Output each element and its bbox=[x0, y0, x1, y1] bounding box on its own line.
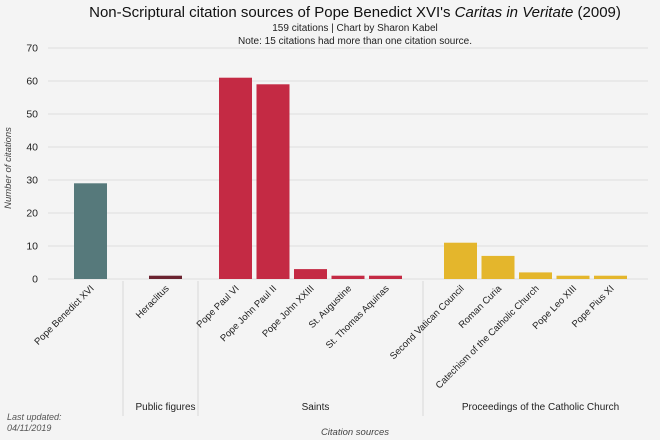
y-tick-label: 50 bbox=[26, 109, 38, 121]
bar bbox=[369, 275, 402, 279]
y-tick-label: 60 bbox=[26, 76, 38, 88]
bar bbox=[256, 84, 290, 279]
y-tick-label: 70 bbox=[26, 43, 38, 55]
x-axis-label: Citation sources bbox=[321, 427, 389, 438]
y-axis-ticks: 0 10 20 30 40 50 60 70 bbox=[26, 43, 38, 286]
category-label: St. Thomas Aquinas bbox=[324, 283, 392, 351]
bar bbox=[481, 255, 515, 279]
bar bbox=[219, 77, 252, 279]
bar bbox=[556, 275, 590, 279]
group-label: Public figures bbox=[135, 402, 195, 413]
last-updated-label: Last updated: bbox=[7, 412, 62, 422]
y-tick-label: 10 bbox=[26, 241, 38, 253]
gridlines bbox=[48, 47, 648, 280]
y-tick-label: 20 bbox=[26, 208, 38, 220]
bar bbox=[294, 269, 327, 279]
bar bbox=[519, 272, 552, 279]
category-label: Heraclitus bbox=[134, 283, 172, 321]
y-tick-label: 0 bbox=[32, 274, 38, 286]
chart-title: Non-Scriptural citation sources of Pope … bbox=[89, 4, 621, 21]
category-label: Second Vatican Council bbox=[388, 283, 467, 362]
bars bbox=[74, 77, 627, 279]
category-label: Pope Benedict XVI bbox=[32, 283, 96, 347]
chart-subtitle: 159 citations | Chart by Sharon Kabel bbox=[272, 23, 437, 34]
bar bbox=[74, 183, 107, 279]
group-label: Saints bbox=[302, 402, 330, 413]
bar bbox=[149, 275, 182, 279]
bar bbox=[331, 275, 365, 279]
bar bbox=[444, 242, 477, 279]
bar bbox=[594, 275, 627, 279]
group-separators bbox=[122, 281, 424, 416]
last-updated-date: 04/11/2019 bbox=[7, 423, 51, 433]
category-labels: Pope Benedict XVI Heraclitus Pope Paul VIP… bbox=[32, 283, 616, 391]
y-tick-label: 40 bbox=[26, 142, 38, 154]
chart-note: Note: 15 citations had more than one cit… bbox=[238, 36, 472, 47]
y-axis-label: Number of citations bbox=[3, 127, 14, 209]
group-labels: Public figures Saints Proceedings of the C… bbox=[135, 402, 619, 413]
group-label: Proceedings of the Catholic Church bbox=[462, 402, 619, 413]
y-tick-label: 30 bbox=[26, 175, 38, 187]
